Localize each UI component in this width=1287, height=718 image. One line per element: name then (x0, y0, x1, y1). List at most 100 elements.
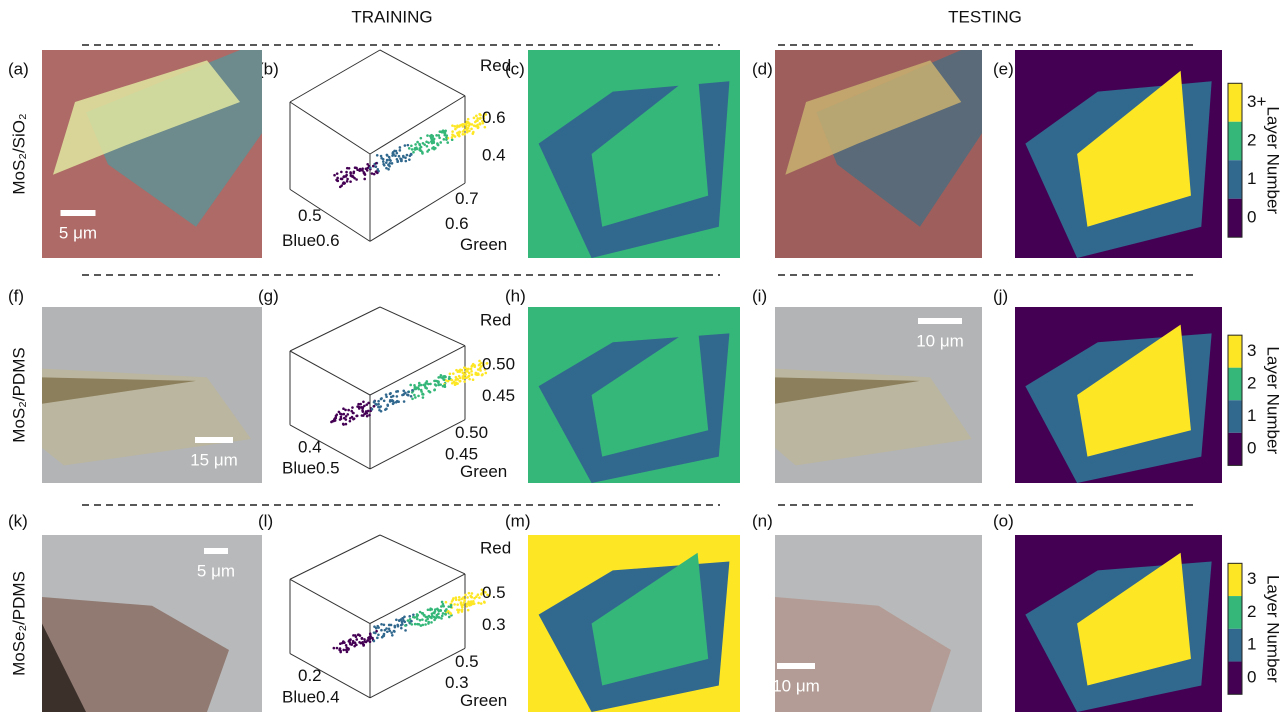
scatter-point (393, 630, 396, 633)
scatter-point (359, 402, 362, 406)
scatter-point (442, 604, 445, 608)
colorbar-label: Layer Number (1264, 575, 1283, 683)
scatter-point (433, 379, 436, 383)
scatter-point (432, 147, 436, 151)
scatter-point (437, 383, 440, 387)
scatter-point (415, 147, 419, 151)
scatter-point (472, 600, 475, 603)
scatter-point (450, 600, 454, 603)
scatter-point (467, 371, 471, 375)
scatter-point (376, 167, 380, 171)
scatter-point (443, 383, 447, 387)
scatter-point (437, 376, 440, 379)
scatter-point (484, 371, 488, 375)
scatter-point (459, 601, 463, 604)
scatter-point (347, 408, 350, 412)
scatter-point (458, 134, 461, 138)
scatter-point (408, 617, 412, 621)
scatter-point (369, 166, 372, 170)
scatter-point (454, 598, 458, 602)
scatter-point (364, 412, 367, 415)
scatter-point (379, 154, 383, 158)
scatter-point (422, 614, 426, 617)
scatter-point (462, 601, 466, 604)
scatter-point (349, 171, 352, 174)
scatter-point (463, 598, 467, 602)
scatter-point (463, 376, 466, 379)
panel-letter: (e) (993, 59, 1014, 78)
tick-label: 0.2 (298, 666, 322, 685)
colorbar-frame (1227, 562, 1243, 695)
scatter-point (425, 382, 428, 385)
header: TESTING (948, 7, 1022, 26)
axis-label: Green (460, 235, 507, 254)
map-region (591, 324, 709, 457)
scatter-point (355, 638, 359, 641)
tick-label: 0.4 (316, 687, 340, 706)
scatter-point (363, 404, 366, 408)
panel-letter: (m) (505, 511, 530, 530)
scatter-point (447, 615, 451, 619)
scatter-point (333, 419, 337, 422)
colorbar-tick: 0 (1247, 439, 1256, 458)
scatter-point (439, 609, 442, 612)
scatter-point (344, 408, 347, 412)
scatter-point (476, 368, 480, 371)
plot-edge (289, 653, 371, 699)
scatter-point (476, 593, 480, 597)
scatter-point (424, 623, 427, 626)
map-region (1077, 324, 1191, 457)
scatter-point (344, 415, 348, 418)
scatter-point (382, 632, 386, 636)
scatter-point (463, 132, 466, 136)
scatter-point (358, 168, 362, 172)
scatter-point (403, 615, 406, 619)
scatter-point (388, 400, 392, 403)
scatter-point (468, 129, 471, 133)
scatter-point (413, 383, 416, 387)
scatter-point (342, 407, 345, 410)
scale-bar-label: 5 μm (197, 561, 235, 580)
scatter-point (451, 130, 454, 133)
scatter-point (341, 641, 344, 645)
colorbar-tick: 3 (1247, 569, 1256, 588)
scatter-point (370, 407, 374, 411)
scatter-point (436, 615, 440, 619)
scatter-point (352, 417, 356, 420)
colorbar-label: Layer Number (1264, 346, 1283, 454)
scatter-point (429, 607, 432, 610)
scatter-point (418, 142, 421, 146)
scatter-point (433, 611, 436, 615)
scale-bar (195, 437, 233, 443)
scatter-point (437, 612, 440, 616)
scatter-point (352, 170, 356, 174)
scatter-point (344, 422, 348, 426)
scatter-point (377, 399, 380, 403)
scatter-point (466, 117, 470, 121)
panel-letter: (g) (258, 286, 279, 305)
scatter-point (395, 395, 399, 398)
scatter-point (478, 596, 481, 599)
scatter-point (415, 613, 419, 616)
scatter-point (415, 386, 419, 390)
scatter-point (366, 162, 369, 166)
scatter-point (359, 641, 363, 645)
scatter-point (480, 592, 483, 595)
scatter-point (479, 369, 482, 372)
scatter-point (470, 592, 474, 595)
scatter-point (394, 400, 398, 404)
scatter-point (442, 378, 445, 381)
scatter-point (333, 173, 336, 177)
scatter-point (384, 161, 388, 164)
scatter-point (403, 392, 406, 395)
scatter-point (363, 640, 367, 643)
scatter-point (382, 162, 385, 166)
scatter-point (483, 368, 487, 371)
scatter-point (366, 166, 370, 170)
scatter-point (391, 399, 395, 403)
scatter-point (382, 399, 386, 403)
scatter-point (368, 413, 371, 417)
scatter-point (432, 137, 436, 141)
scatter-point (366, 638, 370, 642)
plot-edge (369, 573, 466, 624)
